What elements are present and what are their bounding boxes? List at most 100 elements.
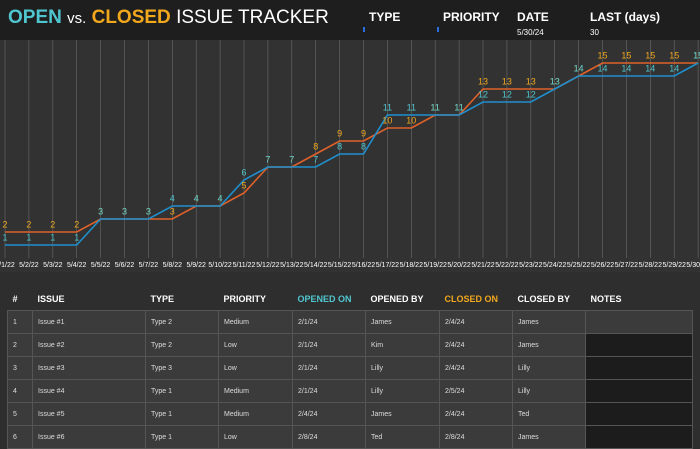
column-header: OPENED ON xyxy=(297,294,352,304)
data-label: 3 xyxy=(146,206,151,216)
table-cell: Low xyxy=(218,356,293,380)
column-header: PRIORITY xyxy=(223,294,267,304)
table-row[interactable]: 4 Issue #4 Type 1 Medium 2/1/24 Lilly 2/5/24 Li… xyxy=(7,379,693,403)
table-cell: 2 xyxy=(7,333,33,357)
x-tick-label: 5/1/22 xyxy=(0,262,15,269)
table-cell: Ted xyxy=(365,425,440,449)
data-label: 8 xyxy=(337,141,342,151)
table-cell: Issue #3 xyxy=(32,356,146,380)
table-cell: Low xyxy=(218,333,293,357)
data-label: 3 xyxy=(122,206,127,216)
table-row[interactable]: 6 Issue #6 Type 1 Low 2/8/24 Ted 2/8/24 James xyxy=(7,425,693,449)
data-label: 15 xyxy=(597,50,607,60)
data-label: 14 xyxy=(574,63,584,73)
table-cell: James xyxy=(512,425,586,449)
table-cell: Type 1 xyxy=(145,425,219,449)
table-cell: 2/4/24 xyxy=(439,310,513,334)
table-cell: Issue #6 xyxy=(32,425,146,449)
data-label: 8 xyxy=(313,141,318,151)
data-label: 3 xyxy=(146,206,151,216)
notes-cell[interactable] xyxy=(585,333,693,357)
data-label: 3 xyxy=(98,206,103,216)
x-tick-label: 5/22/22 xyxy=(495,262,518,269)
notes-cell[interactable] xyxy=(585,402,693,426)
column-header: ISSUE xyxy=(37,294,65,304)
table-cell: Medium xyxy=(218,379,293,403)
data-label: 14 xyxy=(669,63,679,73)
notes-cell[interactable] xyxy=(585,356,693,380)
data-label: 1 xyxy=(50,232,55,242)
data-label: 11 xyxy=(431,102,440,112)
title-open: OPEN xyxy=(8,7,62,28)
notes-cell[interactable] xyxy=(585,425,693,449)
table-row[interactable]: 2 Issue #2 Type 2 Low 2/1/24 Kim 2/4/24 James xyxy=(7,333,693,357)
x-tick-label: 5/17/22 xyxy=(376,262,399,269)
column-header: CLOSED BY xyxy=(517,294,571,304)
table-row[interactable]: 5 Issue #5 Type 1 Medium 2/4/24 James 2/4/24 Te… xyxy=(7,402,693,426)
table-cell: James xyxy=(512,333,586,357)
data-label: 15 xyxy=(645,50,655,60)
data-label: 10 xyxy=(406,115,416,125)
column-header: OPENED BY xyxy=(370,294,424,304)
data-label: 7 xyxy=(265,154,270,164)
x-tick-label: 5/18/22 xyxy=(400,262,423,269)
title-rest: ISSUE TRACKER xyxy=(176,7,329,28)
table-cell: 4 xyxy=(7,379,33,403)
x-tick-label: 5/3/22 xyxy=(43,262,63,269)
chart: 5/1/22 5/2/22 5/3/22 5/4/22 5/5/22 5/6/22 5/7/… xyxy=(0,40,700,272)
x-tick-label: 5/21/22 xyxy=(471,262,494,269)
filter-value[interactable]: 5/30/24 xyxy=(517,28,544,37)
data-label: 2 xyxy=(2,219,7,229)
data-label: 9 xyxy=(361,128,366,138)
x-tick-label: 5/14/22 xyxy=(304,262,327,269)
data-label: 15 xyxy=(669,50,679,60)
table-cell: Low xyxy=(218,425,293,449)
x-tick-label: 5/10/22 xyxy=(208,262,231,269)
notes-cell[interactable] xyxy=(585,310,693,334)
header-row: # ISSUE TYPE PRIORITY OPENED ON OPENED BY CLOS… xyxy=(8,288,693,311)
table-row[interactable]: 1 Issue #1 Type 2 Medium 2/1/24 James 2/4/24 Ja… xyxy=(7,310,693,334)
data-label: 6 xyxy=(241,167,246,177)
data-label: 7 xyxy=(313,154,318,164)
filter-value[interactable]: 30 xyxy=(590,28,599,37)
table-cell: 2/1/24 xyxy=(292,379,366,403)
table-cell: 6 xyxy=(7,425,33,449)
data-label: 4 xyxy=(194,193,199,203)
table-cell: Issue #5 xyxy=(32,402,146,426)
data-label: 5 xyxy=(241,180,246,190)
notes-cell[interactable] xyxy=(585,379,693,403)
header: OPEN vs. CLOSED ISSUE TRACKER TYPE PRIOR… xyxy=(0,0,700,40)
issue-table: # ISSUE TYPE PRIORITY OPENED ON OPENED BY CLOS… xyxy=(7,288,693,449)
x-tick-label: 5/23/22 xyxy=(519,262,542,269)
table-cell: 2/1/24 xyxy=(292,356,366,380)
data-label: 13 xyxy=(550,76,560,86)
filter-icon[interactable] xyxy=(437,27,445,32)
table-cell: Lilly xyxy=(512,356,586,380)
data-label: 3 xyxy=(170,206,175,216)
table-cell: Medium xyxy=(218,402,293,426)
x-tick-label: 5/26/22 xyxy=(591,262,614,269)
data-label: 2 xyxy=(50,219,55,229)
table-cell: Issue #4 xyxy=(32,379,146,403)
table-cell: 2/4/24 xyxy=(439,356,513,380)
filter-label: LAST (days) xyxy=(590,10,661,24)
data-label: 1 xyxy=(26,232,31,242)
table-cell: Type 1 xyxy=(145,379,219,403)
data-label: 4 xyxy=(218,193,223,203)
filter-label: TYPE xyxy=(369,10,401,24)
x-tick-label: 5/7/22 xyxy=(139,262,159,269)
data-label: 14 xyxy=(621,63,631,73)
table-cell: Medium xyxy=(218,310,293,334)
data-label: 11 xyxy=(454,102,463,112)
x-tick-label: 5/19/22 xyxy=(424,262,447,269)
table-cell: Type 2 xyxy=(145,333,219,357)
table-cell: 5 xyxy=(7,402,33,426)
table-row[interactable]: 3 Issue #3 Type 3 Low 2/1/24 Lilly 2/4/24 Lilly xyxy=(7,356,693,380)
data-label: 2 xyxy=(26,219,31,229)
table-cell: 3 xyxy=(7,356,33,380)
data-label: 13 xyxy=(550,76,560,86)
x-tick-label: 5/27/22 xyxy=(615,262,638,269)
filter-icon[interactable] xyxy=(363,27,371,32)
x-tick-label: 5/11/22 xyxy=(233,262,256,269)
